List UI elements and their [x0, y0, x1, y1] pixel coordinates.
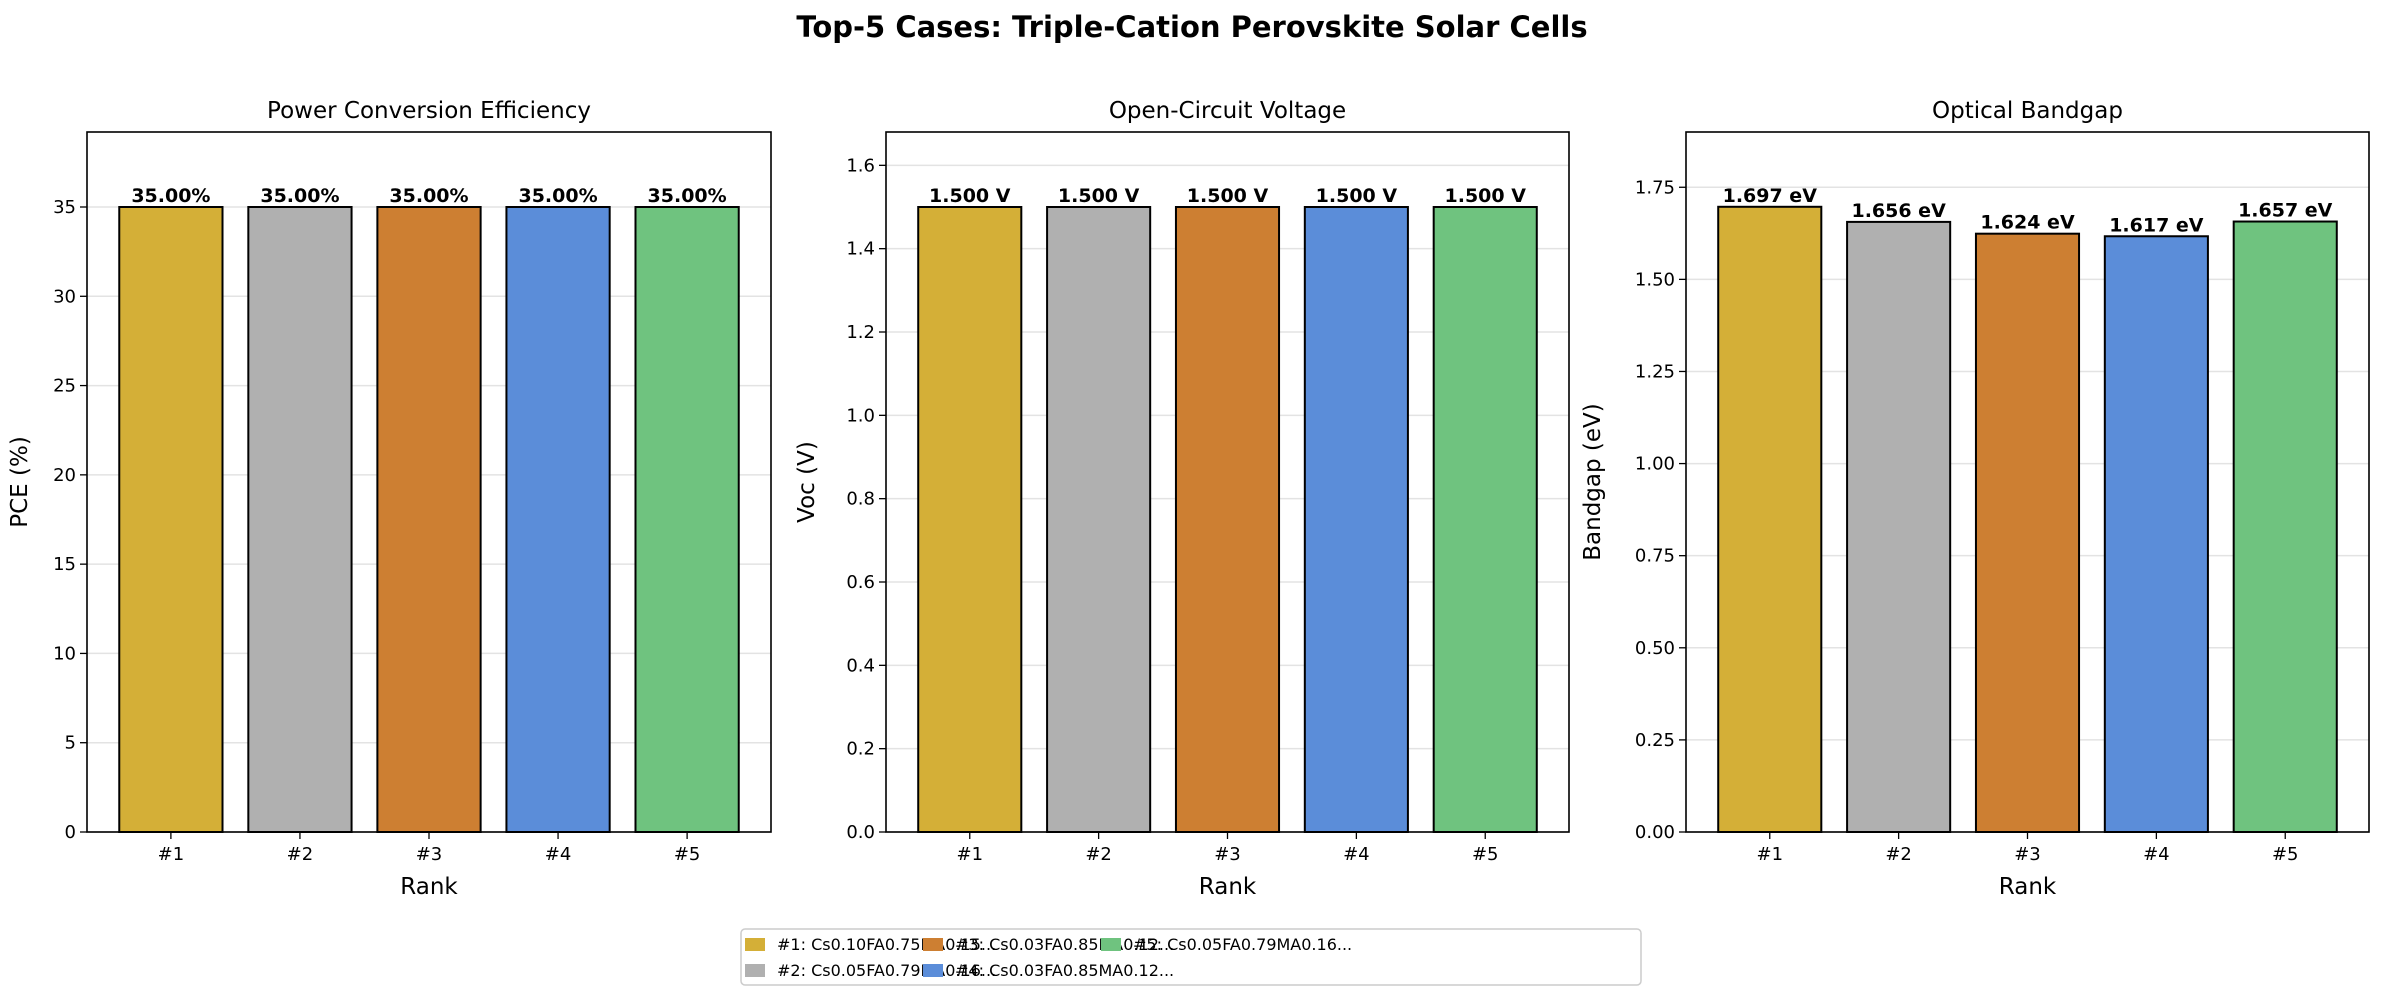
y-tick-label: 0	[65, 822, 76, 843]
y-tick-label: 1.6	[846, 155, 875, 176]
y-tick-label: 0.2	[846, 739, 875, 760]
legend-entry: #4: Cs0.03FA0.85MA0.12...	[955, 961, 1174, 980]
y-tick-label: 1.0	[846, 405, 875, 426]
legend-swatch	[745, 938, 765, 951]
data-label: 35.00%	[648, 185, 727, 207]
x-tick-label: #4	[1343, 844, 1370, 865]
y-tick-label: 0.0	[846, 822, 875, 843]
bar-rank-1	[1717, 205, 1823, 833]
subplot-title: Open-Circuit Voltage	[1109, 98, 1346, 124]
bar-rank-5	[2232, 220, 2338, 834]
data-label: 1.656 eV	[1851, 200, 1946, 222]
bar-rank-2	[1046, 206, 1152, 833]
bar-rank-4	[505, 206, 611, 833]
y-tick-label: 25	[53, 376, 76, 397]
y-tick-label: 0.00	[1635, 822, 1675, 843]
y-tick-label: 1.4	[846, 239, 875, 260]
x-tick-label: #3	[416, 844, 443, 865]
x-tick-label: #2	[287, 844, 314, 865]
y-tick-label: 1.50	[1635, 269, 1675, 290]
y-axis-label: PCE (%)	[7, 436, 33, 528]
data-label: 1.500 V	[1058, 185, 1140, 207]
x-tick-label: #3	[1214, 844, 1241, 865]
legend-swatch	[745, 964, 765, 977]
figure-title: Top-5 Cases: Triple-Cation Perovskite So…	[796, 10, 1587, 44]
y-tick-label: 5	[65, 733, 76, 754]
subplot-title: Optical Bandgap	[1932, 98, 2123, 124]
legend-entry: #5: Cs0.05FA0.79MA0.16...	[1133, 935, 1352, 954]
subplot-3: 0.00 0.25 0.50 0.75 1.00 1.25 1.50 1.75 1.697 eV…	[1580, 98, 2370, 900]
data-label: 1.500 V	[929, 185, 1011, 207]
axes-frame	[885, 131, 1570, 833]
bar-rank-3	[376, 206, 482, 833]
x-axis-label: Rank	[1999, 874, 2057, 900]
legend-swatch	[923, 964, 943, 977]
y-tick-label: 1.75	[1635, 177, 1675, 198]
subplot-title: Power Conversion Efficiency	[267, 98, 591, 124]
x-tick-label: #4	[545, 844, 572, 865]
y-tick-label: 0.8	[846, 489, 875, 510]
data-label: 1.697 eV	[1723, 185, 1818, 207]
subplot-1: 0 5 10 15 20 25 30 35 35.00% #1 35.00% #2 35.00% #3 35…	[7, 98, 772, 900]
subplot-2: 0.0 0.2 0.4 0.6 0.8 1.0 1.2 1.4 1.6 1.500 V #1 1.50…	[794, 98, 1570, 900]
y-axis-label: Voc (V)	[794, 441, 820, 523]
x-axis-label: Rank	[400, 874, 458, 900]
axes-frame	[86, 131, 772, 833]
bar-rank-4	[1303, 206, 1409, 833]
y-tick-label: 35	[53, 197, 76, 218]
data-label: 1.657 eV	[2238, 200, 2333, 222]
y-tick-label: 1.00	[1635, 454, 1675, 475]
legend-swatch	[1101, 938, 1121, 951]
y-tick-label: 0.50	[1635, 638, 1675, 659]
x-tick-label: #1	[1756, 844, 1783, 865]
bar-rank-1	[917, 206, 1023, 833]
y-tick-label: 15	[53, 554, 76, 575]
bar-rank-4	[2103, 235, 2209, 833]
y-tick-label: 10	[53, 643, 76, 664]
bar-rank-5	[1432, 206, 1538, 833]
data-label: 1.500 V	[1445, 185, 1527, 207]
data-label: 1.500 V	[1316, 185, 1398, 207]
y-tick-label: 0.6	[846, 572, 875, 593]
x-axis-label: Rank	[1199, 874, 1257, 900]
data-label: 35.00%	[131, 185, 210, 207]
y-tick-label: 1.25	[1635, 361, 1675, 382]
bar-rank-2	[1846, 220, 1952, 834]
x-tick-label: #1	[158, 844, 185, 865]
data-label: 1.617 eV	[2109, 214, 2204, 236]
data-label: 35.00%	[260, 185, 339, 207]
bar-rank-2	[247, 206, 353, 833]
x-tick-label: #2	[1085, 844, 1112, 865]
y-tick-label: 0.25	[1635, 730, 1675, 751]
data-label: 35.00%	[389, 185, 468, 207]
bar-rank-1	[118, 206, 224, 833]
axes-frame	[1685, 131, 2370, 833]
y-tick-label: 30	[53, 286, 76, 307]
y-tick-label: 1.2	[846, 322, 875, 343]
y-tick-label: 0.4	[846, 655, 875, 676]
y-axis-label: Bandgap (eV)	[1580, 403, 1606, 561]
y-tick-label: 20	[53, 465, 76, 486]
x-tick-label: #3	[2014, 844, 2041, 865]
bar-rank-5	[634, 206, 740, 833]
bar-rank-3	[1174, 206, 1281, 833]
x-tick-label: #5	[1472, 844, 1499, 865]
legend-box	[740, 928, 1642, 986]
y-tick-label: 0.75	[1635, 546, 1675, 567]
data-label: 1.500 V	[1187, 185, 1269, 207]
legend-swatch	[923, 938, 943, 951]
x-tick-label: #2	[1885, 844, 1912, 865]
data-label: 1.624 eV	[1980, 212, 2075, 234]
x-tick-label: #4	[2143, 844, 2170, 865]
x-tick-label: #5	[2272, 844, 2299, 865]
x-tick-label: #5	[674, 844, 701, 865]
bar-rank-3	[1974, 232, 2081, 833]
legend: #1: Cs0.10FA0.75MA0.15...#2: Cs0.05FA0.7…	[740, 928, 1642, 986]
data-label: 35.00%	[518, 185, 597, 207]
x-tick-label: #1	[956, 844, 983, 865]
